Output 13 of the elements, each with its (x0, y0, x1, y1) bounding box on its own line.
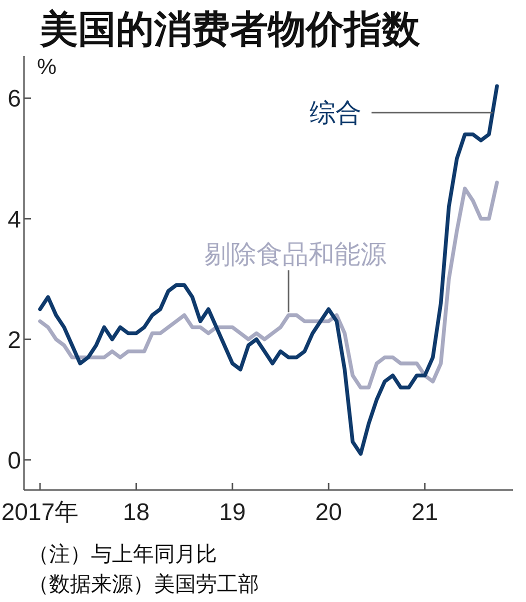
y-tick-label: 4 (8, 206, 21, 234)
x-tick-label: 18 (122, 499, 150, 526)
y-tick-label: 2 (8, 326, 21, 354)
x-tick-label: 2017年 (1, 499, 79, 526)
annotation: （数据来源）美国劳工部 (28, 573, 259, 596)
x-tick-label: 19 (219, 499, 246, 526)
y-tick-label: 6 (8, 86, 21, 113)
y-axis-title: % (37, 54, 57, 79)
title: 美国的消费者物价指数 (40, 9, 420, 51)
x-tick-label: 21 (411, 499, 438, 526)
y-tick-label: 0 (8, 447, 21, 474)
annotation: （注）与上年同月比 (28, 543, 217, 566)
x-tick-label: 20 (315, 499, 342, 526)
